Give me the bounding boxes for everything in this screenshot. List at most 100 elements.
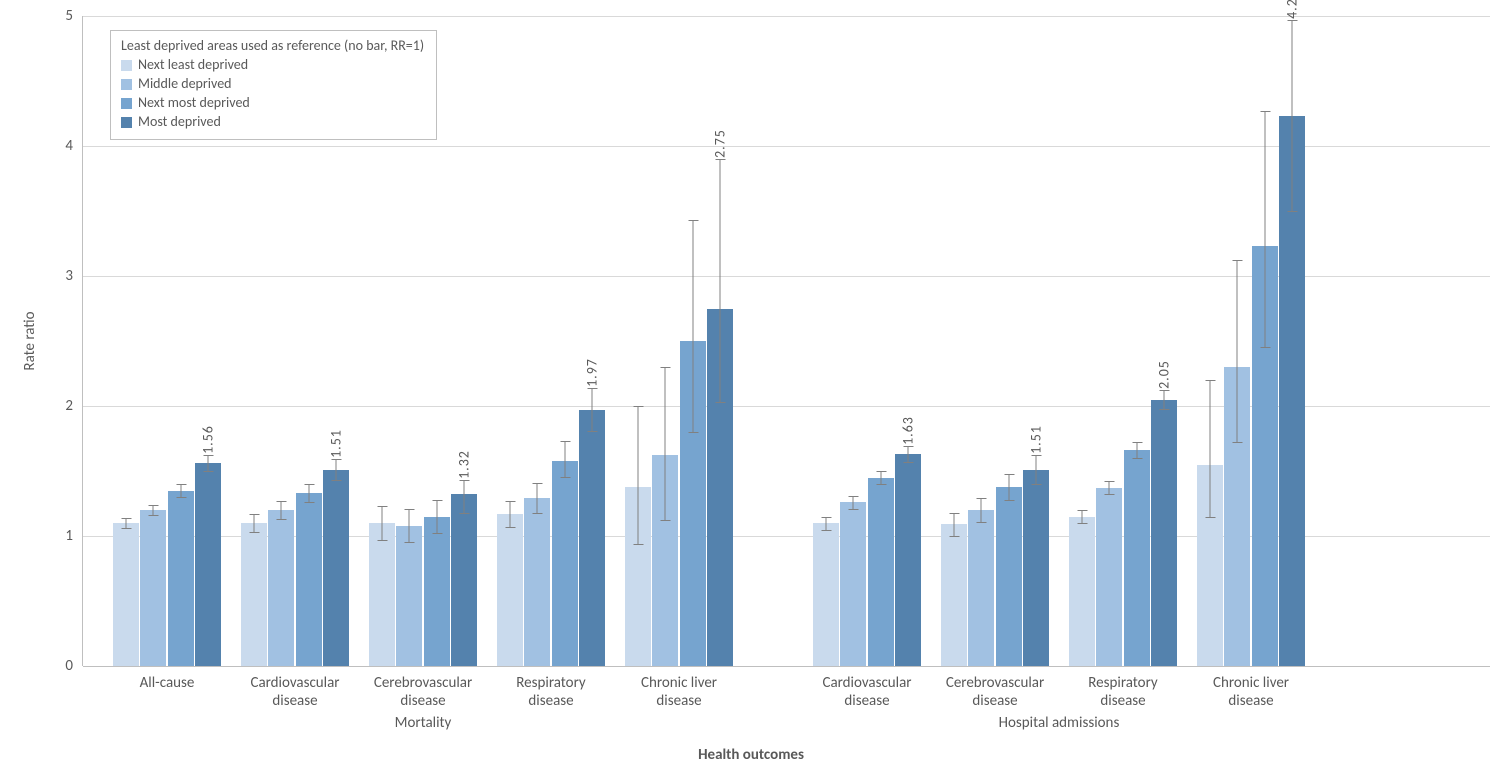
error-bar <box>564 441 565 477</box>
bar-value-label: 1.63 <box>899 416 916 445</box>
error-bar <box>907 446 908 462</box>
y-tick-label: 5 <box>65 7 83 25</box>
bar <box>195 463 221 666</box>
bar <box>396 526 422 666</box>
bar <box>168 491 194 667</box>
bar <box>1124 450 1150 666</box>
bar-group: 1.97 <box>497 16 605 666</box>
error-bar <box>1136 442 1137 458</box>
category-label: Chronic liver disease <box>641 674 717 710</box>
legend-swatch <box>121 98 132 109</box>
error-bar <box>153 505 154 515</box>
bar-value-label: 4.23 <box>1283 0 1300 19</box>
legend-label: Most deprived <box>138 113 221 132</box>
error-bar <box>665 367 666 520</box>
error-bar <box>382 506 383 540</box>
y-tick-label: 1 <box>65 527 83 545</box>
x-axis-title: Health outcomes <box>698 746 804 764</box>
legend-item: Middle deprived <box>121 75 424 94</box>
category-label: Cardiovascular disease <box>822 674 911 710</box>
error-bar <box>510 501 511 527</box>
error-bar <box>537 483 538 513</box>
category-label: Cerebrovascular disease <box>946 674 1044 710</box>
rate-ratio-chart: 0123451.56All-cause1.51Cardiovascular di… <box>0 0 1502 781</box>
bar <box>451 494 477 666</box>
bar <box>369 523 395 666</box>
error-bar <box>1264 111 1265 348</box>
bar <box>895 454 921 666</box>
bar-value-label: 2.05 <box>1155 360 1172 389</box>
error-bar <box>126 518 127 528</box>
legend-swatch <box>121 117 132 128</box>
error-bar <box>436 500 437 534</box>
bar <box>241 523 267 666</box>
error-bar <box>981 498 982 521</box>
error-bar <box>1291 20 1292 211</box>
bar-group: 2.05 <box>1069 16 1177 666</box>
y-axis-title: Rate ratio <box>21 311 39 370</box>
bar <box>552 461 578 666</box>
category-label: Chronic liver disease <box>1213 674 1289 710</box>
y-tick-label: 3 <box>65 267 83 285</box>
bar <box>579 410 605 666</box>
bar <box>1023 470 1049 666</box>
bar <box>268 510 294 666</box>
error-bar <box>254 514 255 532</box>
bar <box>497 514 523 666</box>
error-bar <box>308 484 309 502</box>
bar <box>840 502 866 666</box>
legend: Least deprived areas used as reference (… <box>110 30 437 140</box>
error-bar <box>638 406 639 544</box>
bar <box>113 523 139 666</box>
legend-item: Next most deprived <box>121 94 424 113</box>
error-bar <box>335 459 336 480</box>
bar <box>1069 517 1095 667</box>
bar <box>140 510 166 666</box>
y-tick-label: 0 <box>65 657 83 675</box>
bar-value-label: 2.75 <box>711 129 728 158</box>
bar <box>941 524 967 666</box>
panel-title: Mortality <box>395 714 452 732</box>
y-tick-label: 2 <box>65 397 83 415</box>
error-bar <box>692 220 693 432</box>
category-label: Respiratory disease <box>1088 674 1157 710</box>
legend-item: Next least deprived <box>121 56 424 75</box>
legend-swatch <box>121 60 132 71</box>
legend-label: Next most deprived <box>138 94 250 113</box>
error-bar <box>591 388 592 431</box>
bar-value-label: 1.51 <box>327 429 344 458</box>
legend-item: Most deprived <box>121 113 424 132</box>
category-label: All-cause <box>140 674 195 692</box>
error-bar <box>719 159 720 402</box>
bar <box>1096 488 1122 666</box>
bar-value-label: 1.56 <box>199 425 216 454</box>
error-bar <box>180 484 181 497</box>
category-label: Cardiovascular disease <box>250 674 339 710</box>
bar-value-label: 1.97 <box>583 358 600 387</box>
legend-label: Middle deprived <box>138 75 232 94</box>
error-bar <box>1109 481 1110 494</box>
bar <box>323 470 349 666</box>
gridline <box>83 666 1490 667</box>
bar-value-label: 1.51 <box>1027 425 1044 454</box>
legend-title: Least deprived areas used as reference (… <box>121 37 424 56</box>
bar-group: 2.75 <box>625 16 733 666</box>
bar <box>524 498 550 666</box>
error-bar <box>463 480 464 513</box>
category-label: Cerebrovascular disease <box>374 674 472 710</box>
error-bar <box>954 513 955 536</box>
error-bar <box>281 501 282 519</box>
error-bar <box>1008 474 1009 500</box>
error-bar <box>409 509 410 543</box>
bar-group: 1.51 <box>941 16 1049 666</box>
bar <box>296 493 322 666</box>
error-bar <box>1082 510 1083 523</box>
panel-title: Hospital admissions <box>999 714 1120 732</box>
error-bar <box>1163 390 1164 408</box>
error-bar <box>826 517 827 530</box>
error-bar <box>1035 455 1036 484</box>
bar-group: 4.23 <box>1197 16 1305 666</box>
bar <box>996 487 1022 666</box>
error-bar <box>1237 260 1238 442</box>
error-bar <box>207 455 208 471</box>
